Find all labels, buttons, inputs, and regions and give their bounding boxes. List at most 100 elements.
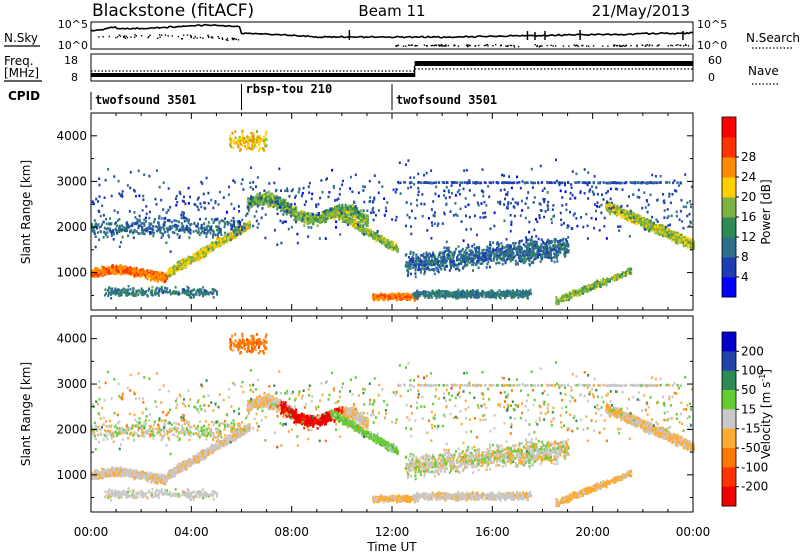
nsearch-dot bbox=[430, 44, 432, 47]
scatter-cell bbox=[151, 274, 154, 277]
scatter-cell bbox=[115, 229, 118, 233]
scatter-cell bbox=[122, 267, 125, 271]
scatter-cell bbox=[111, 270, 114, 273]
scatter-cell bbox=[172, 224, 175, 228]
scatter-cell bbox=[305, 212, 308, 215]
nsearch-dot bbox=[499, 45, 502, 47]
scatter-cell bbox=[206, 245, 209, 248]
scatter-cell bbox=[286, 204, 289, 207]
scatter-cell bbox=[200, 227, 203, 230]
nsearch-dot bbox=[692, 45, 694, 47]
scatter-cell bbox=[467, 259, 469, 263]
scatter-cell bbox=[540, 238, 543, 241]
scatter-cell bbox=[214, 233, 217, 237]
nsearch-dot bbox=[671, 45, 674, 47]
scatter-cell bbox=[129, 230, 131, 234]
scatter-cell bbox=[308, 221, 311, 225]
scatter-cell bbox=[169, 225, 172, 228]
scatter-cell bbox=[354, 220, 357, 223]
scatter-cell bbox=[384, 295, 387, 299]
scatter-cell bbox=[457, 263, 460, 266]
scatter-cell bbox=[219, 230, 222, 233]
scatter-cell bbox=[115, 264, 118, 267]
scatter-cell bbox=[157, 271, 160, 274]
nsearch-dot bbox=[487, 45, 489, 47]
scatter-cell bbox=[118, 227, 120, 230]
scatter-cell bbox=[178, 260, 180, 264]
scatter-cell bbox=[215, 291, 218, 295]
scatter-cell bbox=[297, 213, 300, 217]
scatter-cell bbox=[382, 298, 385, 302]
scatter-cell bbox=[555, 249, 557, 252]
scatter-cell bbox=[383, 295, 386, 298]
scatter-cell bbox=[143, 273, 146, 277]
scatter-cell bbox=[190, 292, 193, 295]
scatter-cell bbox=[94, 222, 97, 225]
scatter-cell bbox=[357, 222, 360, 225]
scatter-cell bbox=[162, 289, 165, 293]
scatter-cell bbox=[132, 270, 135, 273]
scatter-cell bbox=[139, 269, 142, 272]
scatter-cell bbox=[530, 256, 533, 260]
scatter-cell bbox=[314, 214, 317, 217]
scatter-cell bbox=[177, 264, 180, 268]
scatter-cell bbox=[130, 229, 133, 232]
scatter-cell bbox=[474, 254, 477, 257]
nsearch-dot bbox=[506, 45, 508, 47]
nsearch-dot bbox=[613, 44, 615, 46]
scatter-cell bbox=[479, 258, 482, 262]
scatter-cell bbox=[544, 242, 547, 246]
scatter-cell bbox=[105, 227, 108, 231]
scatter-cell bbox=[118, 268, 121, 271]
scatter-cell bbox=[507, 246, 510, 249]
scatter-cell bbox=[143, 218, 146, 222]
scatter-cell bbox=[166, 230, 169, 233]
scatter-cell bbox=[116, 224, 119, 228]
scatter-cell bbox=[176, 233, 179, 236]
scatter-cell bbox=[189, 229, 192, 232]
nave-label: Nave bbox=[748, 64, 779, 78]
scatter-cell bbox=[526, 257, 528, 261]
nsearch-dot bbox=[157, 37, 159, 39]
scatter-cell bbox=[293, 218, 296, 222]
power-plot-background bbox=[91, 113, 693, 310]
scatter-cell bbox=[523, 254, 526, 258]
scatter-cell bbox=[220, 219, 223, 222]
scatter-cell bbox=[100, 268, 103, 272]
scatter-cell bbox=[205, 225, 208, 229]
scatter-cell bbox=[178, 234, 181, 238]
scatter-cell bbox=[223, 235, 226, 238]
scatter-cell bbox=[309, 212, 312, 216]
scatter-cell bbox=[313, 219, 316, 223]
scatter-cell bbox=[343, 212, 346, 216]
scatter-cell bbox=[345, 210, 348, 213]
nsearch-dot bbox=[677, 44, 679, 46]
scatter-cell bbox=[251, 196, 254, 200]
nsearch-tick-bottom: 10^0 bbox=[697, 39, 727, 52]
scatter-cell bbox=[520, 250, 523, 253]
scatter-cell bbox=[106, 227, 109, 230]
nsearch-dot bbox=[102, 36, 104, 38]
scatter-cell bbox=[226, 222, 229, 225]
scatter-cell bbox=[418, 265, 420, 269]
scatter-cell bbox=[215, 225, 218, 228]
scatter-cell bbox=[150, 276, 153, 280]
scatter-cell bbox=[346, 212, 349, 215]
scatter-cell bbox=[302, 218, 305, 221]
scatter-cell bbox=[387, 241, 390, 244]
freq-label-1: Freq. bbox=[4, 54, 34, 68]
nsearch-dot bbox=[405, 45, 407, 47]
scatter-cell bbox=[175, 269, 177, 273]
scatter-cell bbox=[480, 258, 483, 262]
scatter-cell bbox=[181, 267, 184, 270]
scatter-cell bbox=[334, 205, 336, 209]
scatter-cell bbox=[206, 291, 209, 294]
scatter-cell bbox=[519, 246, 522, 250]
scatter-cell bbox=[241, 231, 244, 234]
scatter-cell bbox=[539, 260, 542, 264]
scatter-cell bbox=[506, 248, 509, 251]
scatter-cell bbox=[294, 207, 297, 211]
scatter-cell bbox=[380, 296, 383, 299]
scatter-cell bbox=[406, 274, 409, 277]
scatter-cell bbox=[251, 201, 254, 204]
